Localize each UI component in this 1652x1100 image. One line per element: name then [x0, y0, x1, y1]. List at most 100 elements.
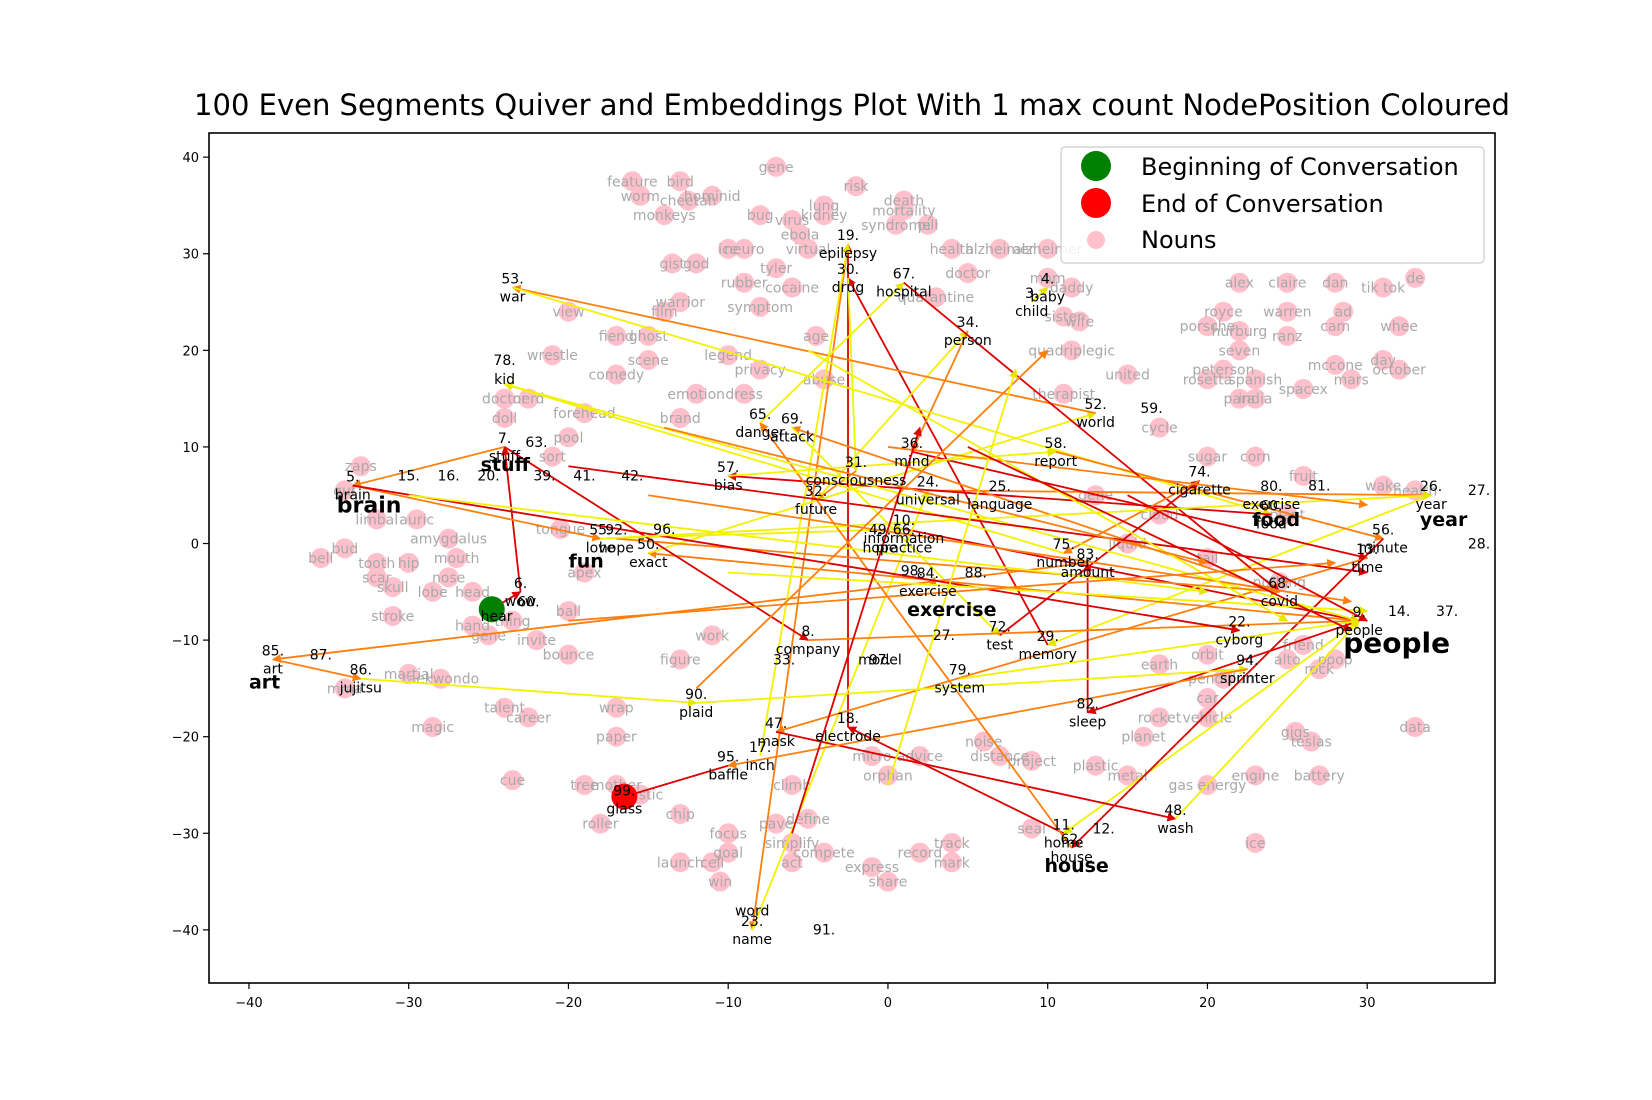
node-word-49: art: [263, 661, 283, 677]
noun-point-142: [718, 823, 739, 844]
arrow-23: [648, 411, 1097, 555]
noun-point-148: [606, 697, 627, 718]
noun-point-164: [782, 832, 803, 853]
arrow-29: [1071, 538, 1384, 849]
extra-label-25: 88.: [965, 565, 987, 581]
extra-label-10: kid: [494, 372, 515, 388]
noun-label-85: earth: [1141, 657, 1178, 673]
noun-point-62: [1373, 475, 1394, 496]
node-word-23: mind: [894, 454, 929, 470]
node-word-50: jujitsu: [339, 681, 382, 697]
noun-label-77: battery: [1294, 768, 1345, 784]
noun-point-6: [654, 205, 675, 226]
node-word-34: food: [1256, 517, 1287, 533]
noun-point-5: [678, 190, 699, 211]
noun-point-60: [1293, 465, 1314, 486]
noun-point-157: [558, 427, 579, 448]
arrow-50: [1031, 286, 1049, 303]
node-word-51: plaid: [679, 705, 713, 721]
noun-point-33: [1069, 311, 1090, 332]
noun-label-135: career: [506, 710, 551, 726]
noun-label-4: worm: [621, 189, 660, 205]
arrow-21: [1174, 620, 1360, 820]
extra-label-26: 98.: [901, 563, 923, 579]
noun-point-136: [502, 770, 523, 791]
noun-point-113: [366, 509, 387, 530]
noun-point-98: [1325, 316, 1346, 337]
node-number-31: 56.: [1372, 523, 1394, 539]
noun-label-5: cheetah: [660, 194, 717, 210]
noun-point-156: [542, 446, 563, 467]
node-word-54: hope: [599, 541, 634, 557]
noun-label-166: pave: [759, 817, 793, 833]
arrow-35: [999, 480, 1201, 636]
noun-point-23: [941, 238, 962, 259]
noun-label-24: alzheimer: [965, 242, 1034, 258]
node-word-38: hospital: [876, 285, 931, 301]
node-word-48: exercise: [899, 584, 957, 600]
extra-label-27: word: [735, 903, 769, 919]
noun-label-111: zaps: [345, 459, 377, 475]
node-number-35: 62.: [1061, 832, 1083, 848]
noun-point-41: [606, 325, 627, 346]
noun-label-177: climb: [773, 778, 811, 794]
node-number-38: 67.: [893, 267, 915, 283]
arrow-6: [1062, 620, 1360, 835]
extra-label-4: 20.: [477, 469, 499, 485]
noun-label-41: fiend: [599, 329, 634, 345]
extra-label-8: 63.: [525, 435, 547, 451]
noun-point-81: [1197, 707, 1218, 728]
node-number-13: 22.: [1228, 614, 1250, 630]
noun-label-133: magic: [411, 720, 454, 736]
node-number-30: 55.: [589, 523, 611, 539]
arrow-30: [759, 422, 1073, 849]
noun-label-100: seven: [1219, 343, 1261, 359]
noun-label-162: express: [845, 860, 899, 876]
noun-point-134: [494, 697, 515, 718]
noun-point-163: [798, 808, 819, 829]
noun-label-71: rock: [1304, 662, 1335, 678]
noun-point-91: [1405, 267, 1426, 288]
noun-point-93: [1277, 301, 1298, 322]
noun-label-99: whee: [1380, 319, 1418, 335]
noun-label-127: hand: [455, 619, 490, 635]
noun-label-7: bug: [747, 208, 774, 224]
node-word-18: memory: [1018, 647, 1077, 663]
node-number-50: 86.: [350, 663, 372, 679]
noun-point-20: [662, 253, 683, 274]
noun-point-34: [1061, 340, 1082, 361]
noun-label-0: feature: [607, 174, 658, 190]
noun-point-169: [1085, 755, 1106, 776]
node-word-31: minute: [1358, 541, 1407, 557]
noun-point-47: [606, 364, 627, 385]
node-word-55: glass: [606, 801, 642, 817]
noun-point-100: [1229, 340, 1250, 361]
legend: Beginning of Conversation End of Convers…: [1060, 146, 1485, 264]
noun-label-152: invite: [517, 633, 556, 649]
extra-label-2: 15.: [398, 469, 420, 485]
noun-label-83: planet: [1121, 730, 1166, 746]
noun-point-40: [806, 325, 827, 346]
extra-label-19: 12.: [1092, 821, 1114, 837]
noun-label-110: para: [1223, 392, 1255, 408]
noun-point-145: [702, 852, 723, 873]
extra-label-22: 87.: [310, 647, 332, 663]
arrow-55: [600, 491, 1432, 540]
noun-label-126: stroke: [371, 609, 414, 625]
noun-point-19: [798, 238, 819, 259]
noun-point-32: [1053, 306, 1074, 327]
noun-label-3: gene: [759, 160, 794, 176]
noun-label-74: gigs: [1281, 725, 1310, 741]
node-number-51: 90.: [685, 687, 707, 703]
noun-label-97: ranz: [1272, 329, 1303, 345]
noun-point-17: [718, 238, 739, 259]
noun-point-71: [1309, 659, 1330, 680]
noun-point-107: [1341, 369, 1362, 390]
node-number-42: 74.: [1188, 465, 1210, 481]
bold-label-8: house: [1045, 855, 1109, 877]
noun-point-87: [1229, 272, 1250, 293]
noun-label-18: neuro: [724, 242, 764, 258]
noun-label-169: plastic: [1073, 759, 1119, 775]
noun-label-27: cocaine: [765, 281, 819, 297]
node-word-45: exercise: [1242, 497, 1300, 513]
